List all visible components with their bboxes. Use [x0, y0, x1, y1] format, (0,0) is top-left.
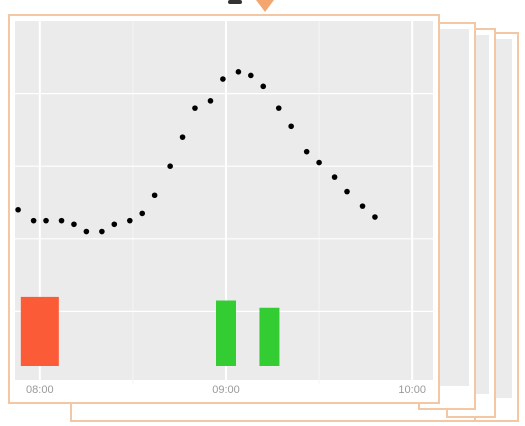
- scatter-point: [275, 105, 282, 111]
- scatter-point: [139, 210, 146, 217]
- scatter-point: [71, 221, 77, 228]
- top-marker-arrow-icon: [256, 0, 274, 12]
- scatter-point: [83, 228, 90, 235]
- x-tick-label: 09:00: [212, 384, 240, 396]
- bar: [259, 307, 280, 366]
- chart-svg: [15, 21, 437, 384]
- scatter-point: [15, 206, 21, 213]
- scatter-point: [127, 217, 133, 224]
- scatter-point: [220, 76, 226, 82]
- scatter-point: [151, 192, 158, 199]
- top-marker-stub: [228, 0, 242, 4]
- scatter-point: [331, 174, 338, 180]
- scatter-point: [192, 105, 198, 111]
- scatter-point: [30, 217, 37, 224]
- scatter-point: [303, 148, 310, 155]
- scatter-point: [372, 214, 378, 220]
- scatter-point: [235, 69, 242, 75]
- scatter-point: [43, 217, 49, 224]
- scatter-point: [316, 159, 322, 166]
- bar: [20, 296, 59, 366]
- scatter-point: [288, 123, 294, 130]
- scatter-point: [260, 83, 267, 90]
- scatter-point: [58, 217, 65, 224]
- scatter-point: [99, 228, 105, 235]
- scatter-point: [359, 203, 366, 209]
- bar: [216, 300, 236, 366]
- scatter-point: [167, 163, 173, 169]
- x-tick-label: 10:00: [398, 384, 426, 396]
- scatter-point: [248, 72, 254, 79]
- scatter-point: [111, 221, 118, 228]
- scatter-point: [207, 98, 214, 104]
- scatter-point: [344, 188, 350, 195]
- x-tick-label: 08:00: [26, 384, 54, 396]
- scatter-point: [179, 134, 186, 140]
- chart-card: 08:00 09:00 10:00: [8, 14, 440, 404]
